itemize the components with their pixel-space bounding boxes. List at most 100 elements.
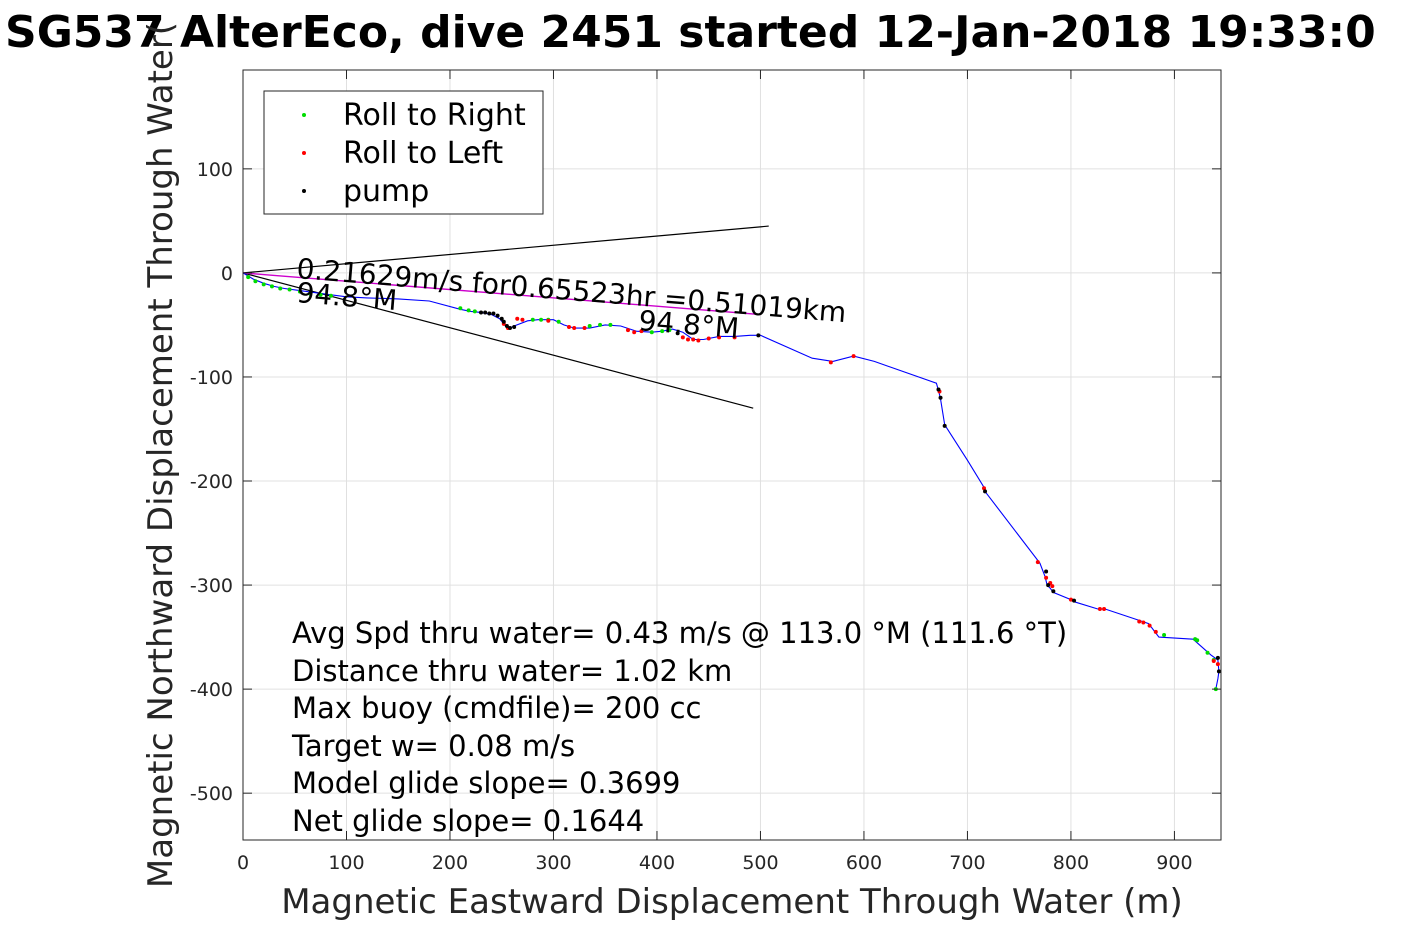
pump-point bbox=[936, 387, 941, 392]
roll-left-point bbox=[1035, 560, 1040, 565]
roll-left-point bbox=[1050, 584, 1055, 589]
x-axis-label: Magnetic Eastward Displacement Through W… bbox=[281, 882, 1183, 922]
pump-point bbox=[483, 310, 488, 315]
roll-right-point bbox=[253, 279, 258, 284]
roll-left-point bbox=[632, 330, 637, 335]
roll-right-point bbox=[328, 293, 333, 298]
roll-left-point bbox=[1097, 607, 1102, 611]
x-tick-label: 400 bbox=[639, 852, 675, 874]
current-vector bbox=[242, 272, 761, 316]
pump-point bbox=[942, 423, 947, 428]
y-tick-label: 0 bbox=[221, 263, 233, 285]
roll-left-point bbox=[680, 335, 685, 340]
pump-point bbox=[495, 313, 500, 318]
legend-marker-pump bbox=[302, 189, 306, 193]
roll-left-point bbox=[567, 325, 571, 330]
roll-right-point bbox=[261, 282, 266, 287]
roll-left-point bbox=[1141, 620, 1146, 625]
stat-model-glide-slope: Model glide slope= 0.3699 bbox=[292, 766, 680, 800]
x-tick-label: 100 bbox=[328, 852, 364, 874]
roll-left-point bbox=[1211, 659, 1216, 664]
roll-left-point bbox=[1137, 619, 1142, 624]
roll-right-point bbox=[472, 309, 477, 314]
roll-right-point bbox=[1195, 638, 1200, 643]
roll-left-point bbox=[546, 318, 551, 323]
roll-right-point bbox=[530, 317, 535, 322]
x-tick-label: 700 bbox=[949, 852, 985, 874]
x-tick-label: 900 bbox=[1156, 852, 1192, 874]
y-tick-label: -100 bbox=[190, 367, 233, 389]
stats-block: Avg Spd thru water= 0.43 m/s @ 113.0 °M … bbox=[291, 616, 1067, 838]
roll-right-point bbox=[1162, 633, 1167, 638]
stat-max-buoy: Max buoy (cmdfile)= 200 cc bbox=[292, 691, 701, 725]
roll-left-point bbox=[828, 360, 833, 365]
roll-right-point bbox=[660, 329, 665, 334]
legend-box bbox=[263, 90, 544, 215]
pump-point bbox=[491, 311, 496, 316]
pump-point bbox=[938, 395, 943, 400]
roll-left-point bbox=[520, 317, 525, 322]
pump-point bbox=[1046, 583, 1051, 588]
pump-point bbox=[1215, 655, 1220, 660]
pump-point bbox=[756, 333, 761, 338]
y-ticks: 100 0 -100 -200 -300 -400 -500 bbox=[190, 159, 1221, 805]
roll-right-point bbox=[458, 306, 463, 311]
pump-point bbox=[675, 331, 680, 336]
roll-left-point bbox=[1215, 662, 1220, 667]
heading-annotation-end: 94.8°M bbox=[637, 304, 740, 345]
y-tick-label: -500 bbox=[190, 783, 233, 805]
plot-frame bbox=[242, 69, 1222, 841]
pump-point bbox=[504, 323, 509, 328]
chart-title: SG537 AlterEco, dive 2451 started 12-Jan… bbox=[5, 7, 1376, 58]
roll-left-point bbox=[717, 335, 722, 340]
x-tick-label: 500 bbox=[742, 852, 778, 874]
roll-left-point bbox=[625, 328, 630, 333]
roll-left-point bbox=[851, 354, 856, 359]
roll-left-point bbox=[691, 337, 696, 342]
roll-left-point bbox=[582, 326, 587, 331]
pump-point bbox=[983, 489, 988, 494]
roll-right-point bbox=[556, 319, 561, 324]
roll-left-point bbox=[1044, 575, 1049, 580]
pump-point bbox=[508, 326, 513, 331]
roll-right-point bbox=[466, 308, 471, 313]
roll-left-point bbox=[1068, 597, 1073, 602]
roll-left-point bbox=[982, 486, 987, 491]
roll-left-point bbox=[732, 335, 737, 340]
x-ticks: 0 100 200 300 400 500 600 700 800 900 bbox=[237, 70, 1193, 874]
stat-avg-speed: Avg Spd thru water= 0.43 m/s @ 113.0 °M … bbox=[292, 616, 1067, 650]
pump-point bbox=[487, 311, 492, 316]
roll-right-point bbox=[539, 317, 544, 322]
roll-left-point bbox=[696, 338, 701, 343]
legend-label-pump: pump bbox=[343, 174, 429, 209]
roll-right-point bbox=[287, 287, 292, 292]
grid bbox=[242, 70, 1221, 840]
roll-right-point bbox=[608, 322, 613, 327]
roll-right-point bbox=[1205, 650, 1210, 655]
pump-point bbox=[1072, 598, 1077, 603]
roll-left-point bbox=[706, 336, 711, 341]
pump-point bbox=[499, 316, 504, 321]
current-line bbox=[242, 272, 761, 316]
pump-point bbox=[1051, 589, 1056, 594]
roll-right-point bbox=[667, 328, 672, 333]
y-tick-label: -200 bbox=[190, 471, 233, 493]
roll-right-point bbox=[278, 286, 283, 291]
pump-point bbox=[479, 310, 484, 315]
x-tick-label: 800 bbox=[1053, 852, 1089, 874]
roll-left-point bbox=[686, 337, 691, 342]
roll-left-point bbox=[572, 326, 577, 331]
roll-left-point bbox=[1153, 629, 1158, 634]
legend-label-roll-left: Roll to Left bbox=[343, 136, 503, 171]
roll-left-point bbox=[1147, 623, 1152, 628]
heading-annotation-start: 94.8°M bbox=[295, 276, 398, 317]
x-tick-label: 0 bbox=[237, 852, 249, 874]
stat-target-w: Target w= 0.08 m/s bbox=[291, 729, 575, 763]
y-tick-label: -400 bbox=[190, 679, 233, 701]
roll-right-point bbox=[649, 330, 654, 335]
roll-right-point bbox=[246, 275, 251, 280]
stat-distance: Distance thru water= 1.02 km bbox=[292, 654, 732, 688]
roll-left-point bbox=[515, 316, 520, 321]
y-tick-label: 100 bbox=[197, 159, 233, 181]
